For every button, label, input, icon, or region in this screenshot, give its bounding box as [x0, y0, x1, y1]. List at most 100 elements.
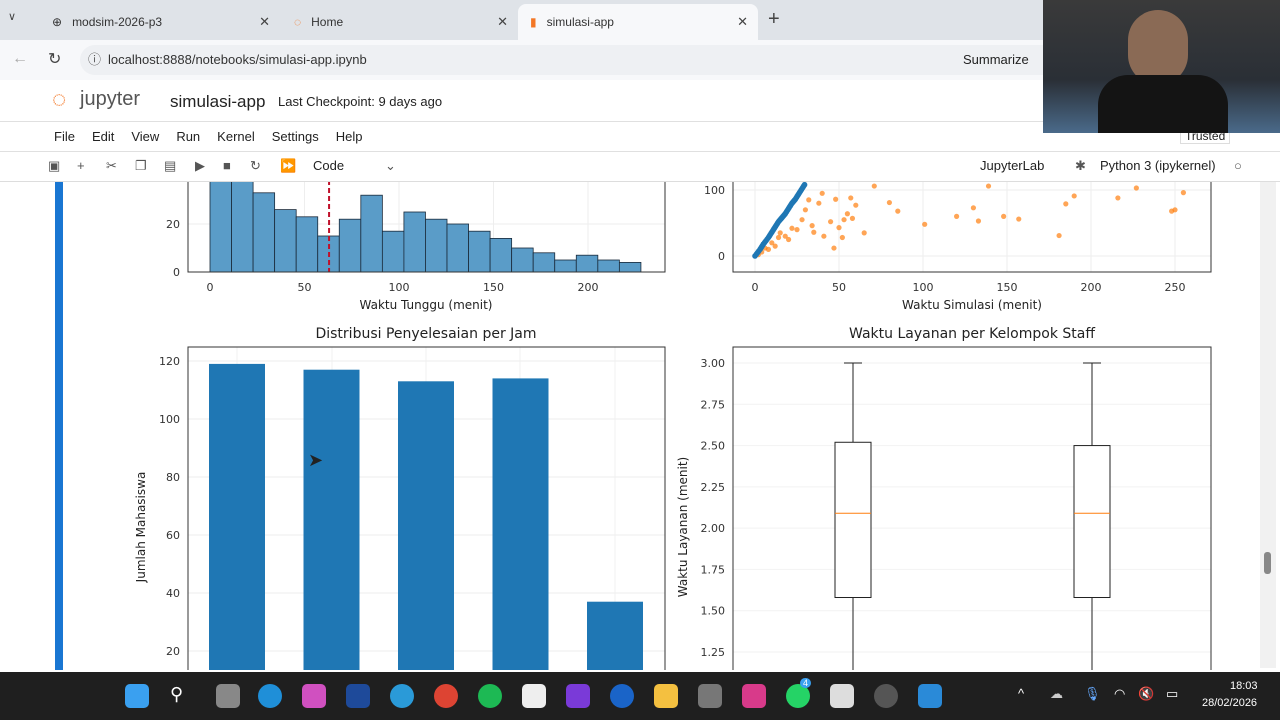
tray-chevron-icon[interactable]: ^: [1018, 686, 1025, 701]
menu-file[interactable]: File: [54, 129, 75, 144]
tab-modsim[interactable]: ⊕ modsim-2026-p3 ✕: [40, 4, 280, 40]
search-icon[interactable]: ⚲: [170, 684, 184, 704]
app-purple-icon[interactable]: [566, 684, 590, 708]
camera-icon[interactable]: [698, 684, 722, 708]
restart-icon[interactable]: ↻: [250, 158, 261, 173]
battery-icon[interactable]: ▭: [1166, 686, 1179, 701]
copy-icon[interactable]: ❐: [135, 158, 147, 173]
start-icon[interactable]: [125, 684, 149, 708]
chart-title: Waktu Layanan per Kelompok Staff: [849, 326, 1095, 342]
app-icon[interactable]: [346, 684, 370, 708]
summarize-button[interactable]: Summarize: [963, 52, 1029, 67]
copilot-icon[interactable]: [302, 684, 326, 708]
y-tick-label: 1.25: [701, 646, 726, 659]
cell-type-select[interactable]: Code: [313, 158, 345, 173]
checkpoint-status: Last Checkpoint: 9 days ago: [278, 94, 443, 109]
menu-help[interactable]: Help: [335, 129, 363, 144]
y-tick-label: 3.00: [701, 357, 726, 370]
histogram-bar: [575, 254, 599, 273]
scatter-point-orange: [782, 233, 788, 239]
edge-icon[interactable]: [258, 684, 282, 708]
scatter-point-orange: [1133, 185, 1139, 191]
x-tick-label: 150: [483, 281, 504, 294]
y-tick-label: 120: [159, 355, 180, 368]
scatter-point-orange: [777, 230, 783, 236]
x-tick-label: 200: [578, 281, 599, 294]
scatter-point-orange: [970, 205, 977, 211]
histogram-bar: [338, 218, 362, 273]
scatter-point-orange: [886, 199, 893, 206]
spotify-icon[interactable]: [478, 684, 502, 708]
notebook-name[interactable]: simulasi-app: [170, 92, 266, 111]
whatsapp-icon[interactable]: 4: [786, 678, 812, 708]
scatter-point-orange: [848, 195, 854, 201]
close-tab-icon[interactable]: ✕: [497, 14, 508, 29]
jupyter-icon: ◌: [294, 15, 302, 29]
microphone-icon[interactable]: 🎙: [1084, 686, 1101, 701]
chrome-icon[interactable]: [434, 684, 458, 708]
open-jupyterlab-link[interactable]: JupyterLab: [980, 158, 1045, 173]
menu-view[interactable]: View: [131, 129, 160, 144]
active-cell-indicator: [55, 182, 63, 670]
close-tab-icon[interactable]: ✕: [259, 14, 270, 29]
scatter-point-orange: [811, 229, 817, 235]
kernel-name[interactable]: Python 3 (ipykernel): [1100, 158, 1216, 173]
scrollbar-thumb[interactable]: [1264, 552, 1271, 574]
obs-icon[interactable]: [874, 684, 898, 708]
x-tick-label: 100: [389, 281, 410, 294]
stop-icon[interactable]: ■: [223, 158, 231, 173]
menu-settings[interactable]: Settings: [271, 129, 319, 144]
hp-icon[interactable]: [610, 684, 634, 708]
histogram-bar: [554, 259, 577, 273]
jupyter-logo-text: jupyter: [80, 88, 141, 110]
y-tick-label: 60: [166, 529, 180, 542]
scrollbar[interactable]: [1260, 182, 1276, 668]
scatter-point-orange: [799, 217, 805, 223]
scatter-point-orange: [895, 208, 901, 214]
box: [834, 441, 872, 599]
reload-icon[interactable]: ↻: [48, 51, 62, 68]
histogram-bar: [295, 216, 319, 273]
chevron-down-icon[interactable]: ⌄: [385, 158, 396, 173]
menu-kernel[interactable]: Kernel: [217, 129, 255, 144]
help-icon[interactable]: [390, 684, 414, 708]
wifi-icon[interactable]: ◠: [1114, 686, 1126, 701]
add-cell-icon[interactable]: +: [77, 158, 85, 173]
url-text: localhost:8888/notebooks/simulasi-app.ip…: [108, 52, 367, 67]
clock-time[interactable]: 18:03: [1230, 680, 1258, 692]
cloud-icon[interactable]: ☁: [1050, 686, 1063, 701]
scatter-point-orange: [831, 245, 837, 251]
save-icon[interactable]: ▣: [48, 158, 61, 173]
url-input[interactable]: ⓘ localhost:8888/notebooks/simulasi-app.i…: [80, 45, 1060, 75]
scatter-point-orange: [819, 190, 825, 196]
jupyter-logo-icon[interactable]: ◌: [52, 86, 67, 113]
scatter-point-blue: [801, 182, 808, 188]
close-tab-icon[interactable]: ✕: [737, 14, 748, 29]
tab-home[interactable]: ◌ Home ✕: [282, 4, 518, 40]
app-icon[interactable]: [830, 684, 854, 708]
store-icon[interactable]: [522, 684, 546, 708]
clock-date[interactable]: 28/02/2026: [1202, 697, 1258, 709]
file-explorer-icon[interactable]: [654, 684, 678, 708]
new-tab-button[interactable]: +: [768, 8, 780, 30]
x-tick-label: 50: [832, 281, 846, 294]
notebook-icon: ▮: [530, 15, 537, 29]
menu-edit[interactable]: Edit: [91, 129, 115, 144]
cut-icon[interactable]: ✂: [106, 158, 117, 173]
task-view-icon[interactable]: [216, 684, 240, 708]
tab-list-chevron-icon[interactable]: ∨: [8, 11, 17, 23]
paste-icon[interactable]: ▤: [164, 158, 177, 173]
person-body: [1098, 75, 1228, 133]
fast-forward-icon[interactable]: ⏩: [280, 158, 297, 173]
vscode-icon[interactable]: [918, 684, 942, 708]
menu-run[interactable]: Run: [176, 129, 201, 144]
tab-simulasi-app[interactable]: ▮ simulasi-app ✕: [518, 4, 758, 40]
back-icon[interactable]: ←: [12, 50, 28, 67]
instagram-icon[interactable]: [742, 684, 766, 708]
x-tick-label: 100: [913, 281, 934, 294]
mute-icon[interactable]: 🔇: [1138, 686, 1155, 701]
scatter-point-orange: [809, 223, 815, 229]
notification-badge: 4: [800, 678, 812, 688]
run-icon[interactable]: ▶: [195, 158, 205, 173]
debug-icon[interactable]: ✱: [1075, 158, 1086, 173]
